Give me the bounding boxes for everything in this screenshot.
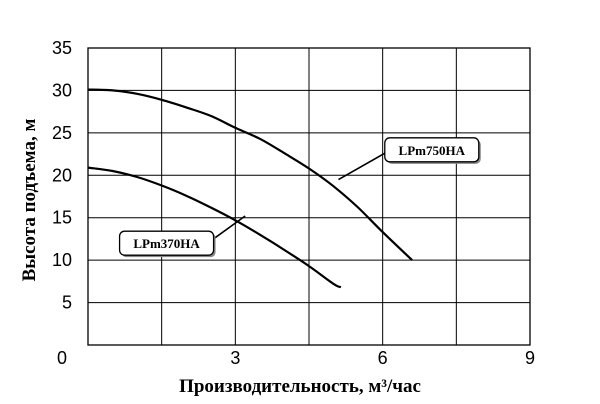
- callout-leader: [338, 149, 392, 181]
- y-tick-label: 15: [52, 208, 72, 228]
- y-axis-title: Высота подъема, м: [19, 119, 40, 282]
- y-tick-label: 5: [62, 293, 72, 313]
- series-callouts: LPm750HA LPm370HA: [118, 137, 481, 258]
- callout-box: [384, 137, 480, 163]
- plot-area: [87, 47, 531, 346]
- y-tick-label: 30: [52, 80, 72, 100]
- series-lines: [87, 88, 413, 289]
- y-tick-label: 10: [52, 250, 72, 270]
- y-tick-label: 25: [52, 123, 72, 143]
- series-label: LPm370HA: [133, 236, 200, 251]
- x-axis-title: Производительность, м³/час: [179, 376, 421, 397]
- grid: [88, 48, 530, 345]
- callout-lpm750ha: LPm750HA: [338, 137, 481, 181]
- plot-frame: [87, 47, 531, 346]
- x-tick-label: 6: [378, 348, 388, 368]
- series-line-lpm370ha: [87, 166, 342, 289]
- y-tick-labels: 5 10 15 20 25 30 35: [52, 38, 72, 313]
- y-tick-label: 35: [52, 38, 72, 58]
- y-tick-label: 20: [52, 165, 72, 185]
- series-label: LPm750HA: [399, 143, 466, 158]
- x-tick-label: 3: [230, 348, 240, 368]
- series-line-lpm750ha: [87, 88, 413, 261]
- callout-lpm370ha: LPm370HA: [118, 215, 246, 258]
- x-tick-labels: 3 6 9: [230, 348, 535, 368]
- origin-label: 0: [57, 348, 67, 368]
- callout-box: [118, 230, 215, 256]
- x-tick-label: 9: [525, 348, 535, 368]
